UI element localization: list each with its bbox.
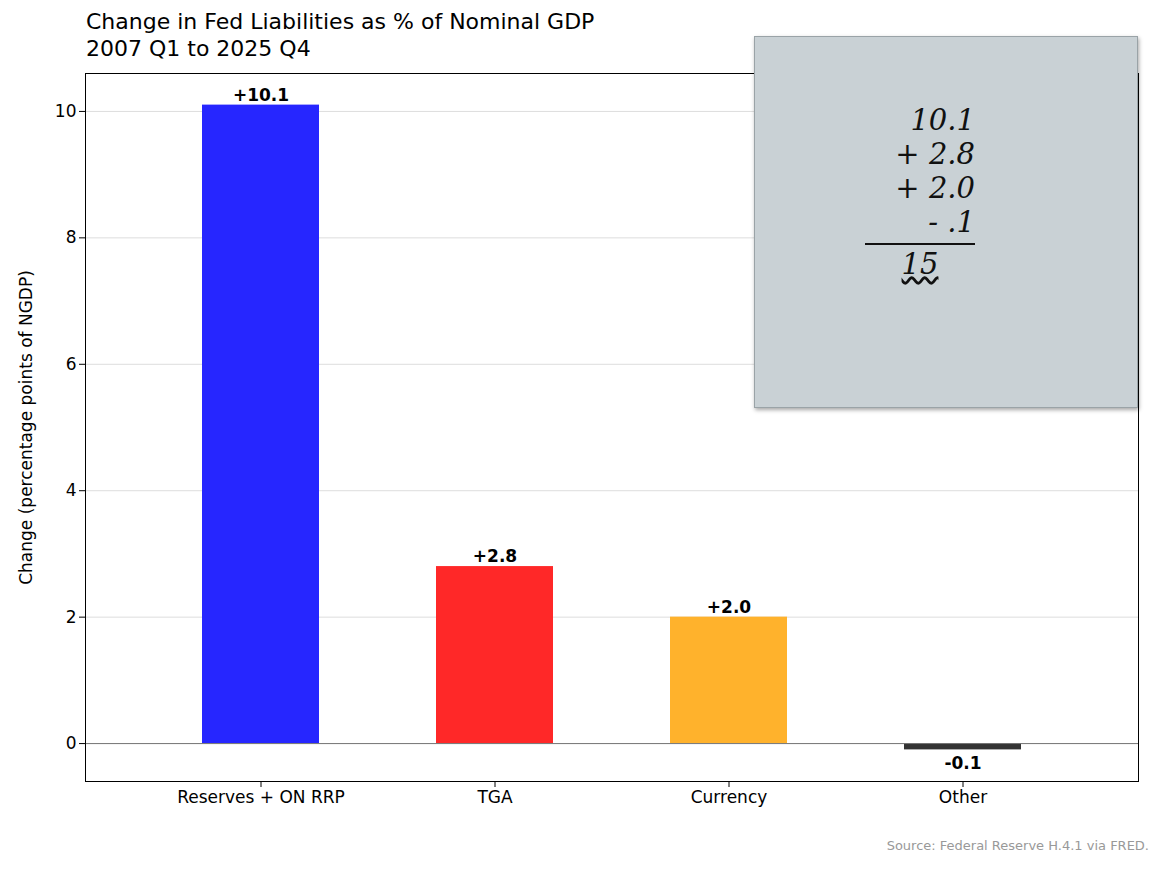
- svg-text:TGA: TGA: [476, 787, 513, 807]
- html-text:+ 2.8: + 2.8: [895, 137, 975, 171]
- html-text:10.1: 10.1: [910, 103, 975, 137]
- svg-text:+2.8: +2.8: [473, 546, 517, 566]
- html-text:2007 Q1 to 2025 Q4: 2007 Q1 to 2025 Q4: [86, 36, 311, 61]
- html-text:- .1: - .1: [928, 205, 975, 239]
- svg-text:Other: Other: [939, 787, 987, 807]
- svg-text:0: 0: [66, 733, 77, 753]
- svg-text:2: 2: [66, 607, 77, 627]
- svg-text:10: 10: [55, 101, 77, 121]
- svg-text:8: 8: [66, 227, 77, 247]
- html-text:15: 15: [901, 247, 939, 281]
- html-text:Source: Federal Reserve H.4.1: Source: Federal Reserve H.4.1 via FRED.: [886, 838, 1149, 853]
- svg-text:Change (percentage points of N: Change (percentage points of NGDP): [16, 270, 36, 585]
- svg-text:6: 6: [66, 354, 77, 374]
- svg-text:Currency: Currency: [691, 787, 768, 807]
- svg-text:+10.1: +10.1: [233, 85, 289, 105]
- html-text:+ 2.0: + 2.0: [895, 171, 975, 205]
- svg-text:+2.0: +2.0: [707, 597, 752, 617]
- svg-text:4: 4: [66, 480, 77, 500]
- svg-text:-0.1: -0.1: [944, 753, 981, 773]
- html-text:Change in Fed Liabilities as %: Change in Fed Liabilities as % of Nomina…: [86, 9, 595, 34]
- svg-text:Reserves + ON RRP: Reserves + ON RRP: [177, 787, 345, 807]
